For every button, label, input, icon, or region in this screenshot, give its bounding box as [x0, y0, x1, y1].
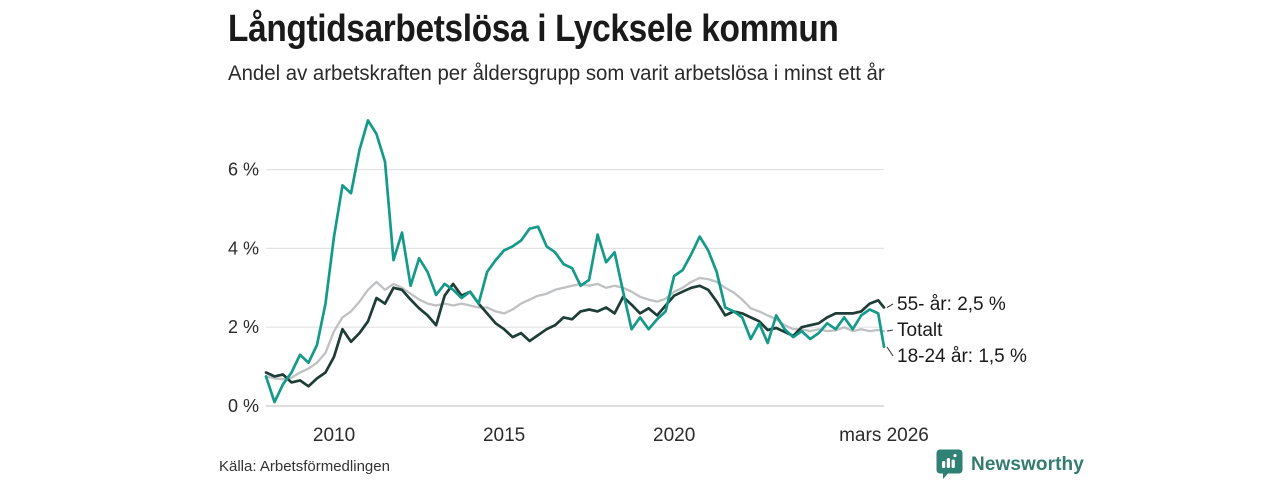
series-end-label-18-24-r: 18-24 år: 1,5 %: [897, 346, 1027, 367]
x-axis-tick-label: mars 2026: [839, 425, 929, 446]
series-label-connector: [886, 346, 894, 357]
series-end-label-55-r: 55- år: 2,5 %: [897, 294, 1006, 315]
source-note: Källa: Arbetsförmedlingen: [219, 458, 390, 475]
y-axis-tick-label: 2 %: [228, 317, 259, 337]
series-end-label-totalt: Totalt: [897, 320, 943, 341]
y-axis-tick-label: 6 %: [228, 160, 259, 180]
y-axis-tick-label: 4 %: [228, 238, 259, 258]
newsworthy-logo[interactable]: Newsworthy: [936, 449, 1084, 480]
x-axis-tick-label: 2015: [483, 425, 525, 446]
series-label-connector: [886, 329, 894, 332]
series-line-55-r: [264, 282, 886, 388]
series-line-18-24-r: [264, 119, 886, 404]
series-label-connector: [886, 303, 894, 308]
x-axis-tick-label: 2020: [653, 425, 695, 446]
x-axis-tick-label: 2010: [313, 425, 355, 446]
y-axis-tick-label: 0 %: [228, 396, 259, 416]
page-title: Långtidsarbetslösa i Lycksele kommun: [228, 8, 839, 50]
newsworthy-bar-chart-icon: [936, 449, 963, 479]
chart-subtitle: Andel av arbetskraften per åldersgrupp s…: [228, 62, 885, 85]
series-line-totalt: [264, 276, 886, 381]
newsworthy-logo-text: Newsworthy: [971, 453, 1084, 475]
